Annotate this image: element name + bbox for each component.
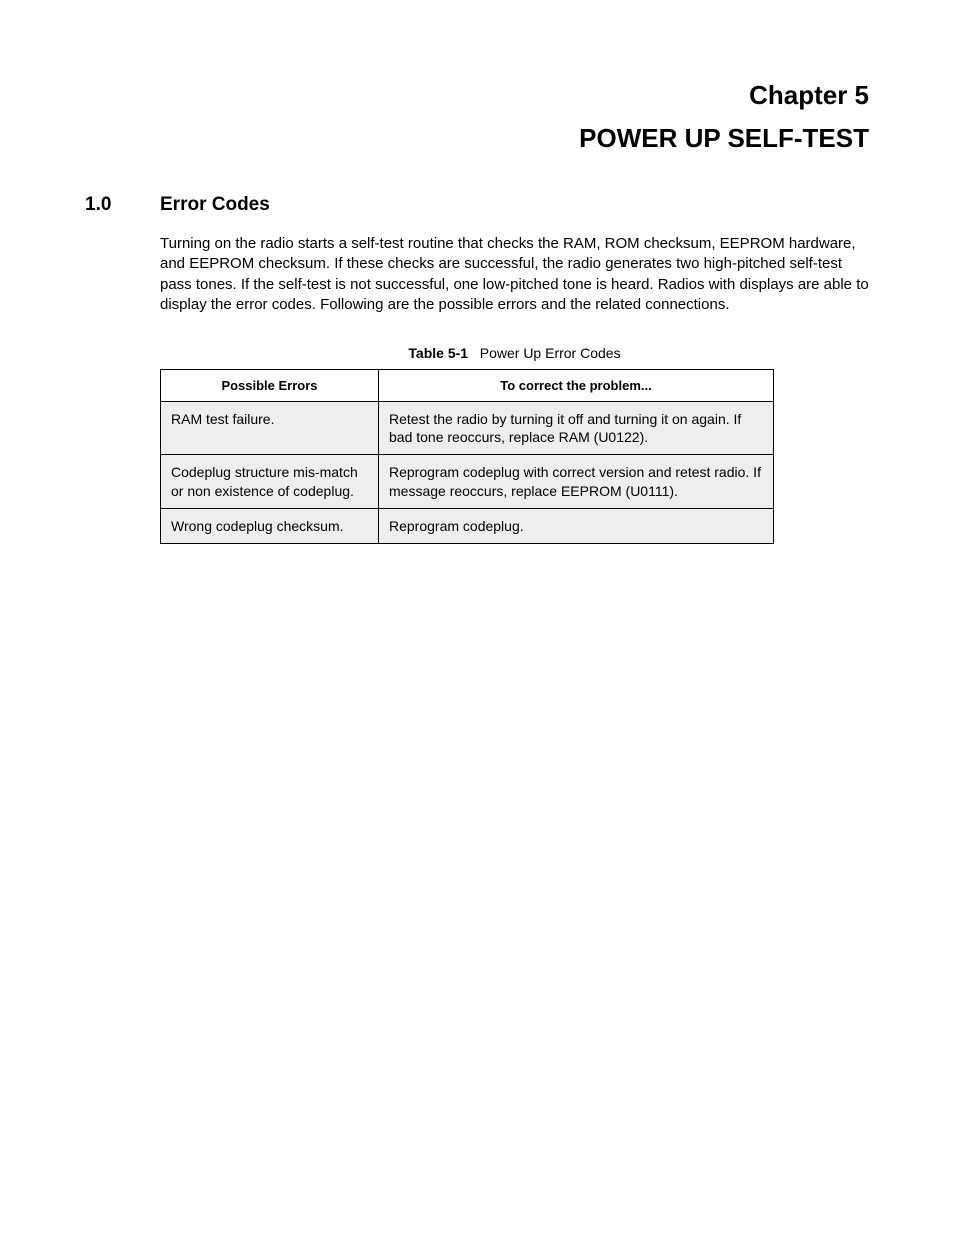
error-codes-table: Possible Errors To correct the problem..… bbox=[160, 369, 774, 544]
table-header-col2: To correct the problem... bbox=[379, 370, 774, 402]
table-cell-error: Codeplug structure mis-match or non exis… bbox=[161, 455, 379, 508]
table-header-row: Possible Errors To correct the problem..… bbox=[161, 370, 774, 402]
table-caption: Table 5-1 Power Up Error Codes bbox=[160, 345, 869, 361]
table-header-col1: Possible Errors bbox=[161, 370, 379, 402]
table-row: Wrong codeplug checksum. Reprogram codep… bbox=[161, 508, 774, 543]
table-caption-title: Power Up Error Codes bbox=[480, 345, 621, 361]
chapter-number: Chapter 5 bbox=[85, 80, 869, 111]
table-caption-text bbox=[472, 345, 480, 361]
table-cell-correction: Reprogram codeplug. bbox=[379, 508, 774, 543]
table-cell-error: RAM test failure. bbox=[161, 402, 379, 455]
section-body-text: Turning on the radio starts a self-test … bbox=[160, 234, 869, 315]
table-cell-correction: Reprogram codeplug with correct version … bbox=[379, 455, 774, 508]
chapter-title: POWER UP SELF-TEST bbox=[85, 123, 869, 154]
table-caption-label: Table 5-1 bbox=[408, 345, 468, 361]
section-number: 1.0 bbox=[85, 194, 160, 216]
table-cell-correction: Retest the radio by turning it off and t… bbox=[379, 402, 774, 455]
table-row: RAM test failure. Retest the radio by tu… bbox=[161, 402, 774, 455]
table-cell-error: Wrong codeplug checksum. bbox=[161, 508, 379, 543]
section-title: Error Codes bbox=[160, 194, 270, 216]
section-header: 1.0 Error Codes bbox=[85, 194, 869, 216]
table-row: Codeplug structure mis-match or non exis… bbox=[161, 455, 774, 508]
chapter-header: Chapter 5 POWER UP SELF-TEST bbox=[85, 80, 869, 154]
